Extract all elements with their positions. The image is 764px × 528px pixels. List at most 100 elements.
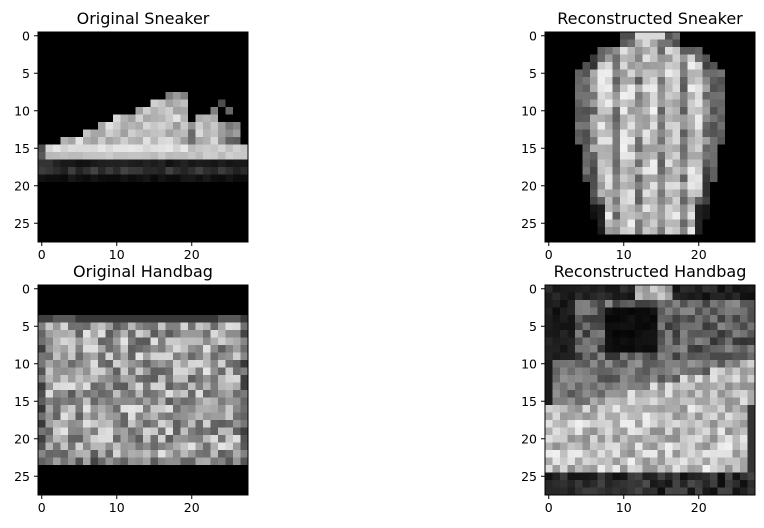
heatmap-cell bbox=[53, 352, 61, 361]
heatmap-cell bbox=[45, 182, 54, 190]
heatmap-cell bbox=[725, 152, 733, 160]
heatmap-cell bbox=[710, 114, 718, 123]
heatmap-cell bbox=[582, 84, 591, 93]
heatmap-cell bbox=[567, 405, 576, 413]
heatmap-cell bbox=[597, 69, 606, 78]
heatmap-cell bbox=[120, 189, 129, 198]
heatmap-cell bbox=[195, 322, 204, 331]
heatmap-cell bbox=[165, 345, 174, 353]
heatmap-cell bbox=[582, 457, 591, 466]
heatmap-cell bbox=[725, 352, 733, 361]
heatmap-cell bbox=[180, 487, 189, 496]
heatmap-cell bbox=[195, 152, 204, 160]
heatmap-cell bbox=[747, 234, 756, 243]
heatmap-cell bbox=[560, 337, 568, 346]
heatmap-cell bbox=[717, 47, 726, 55]
heatmap-cell bbox=[680, 480, 688, 488]
heatmap-cell bbox=[635, 182, 643, 190]
heatmap-cell bbox=[150, 234, 159, 243]
heatmap-cell bbox=[203, 182, 211, 190]
heatmap-cell bbox=[240, 427, 249, 436]
heatmap-cell bbox=[90, 337, 99, 346]
heatmap-cell bbox=[702, 487, 711, 496]
heatmap-cell bbox=[173, 315, 181, 323]
heatmap-cell bbox=[657, 390, 666, 398]
heatmap-cell bbox=[90, 62, 99, 70]
heatmap-cell bbox=[143, 114, 151, 123]
heatmap-cell bbox=[575, 337, 583, 346]
heatmap-cell bbox=[627, 345, 636, 353]
heatmap-cell bbox=[657, 435, 666, 443]
y-tick-label: 15 bbox=[14, 394, 30, 409]
heatmap-cell bbox=[642, 442, 651, 451]
heatmap-cell bbox=[605, 405, 613, 413]
heatmap-cell bbox=[113, 412, 121, 421]
heatmap-cell bbox=[725, 189, 733, 198]
heatmap-cell bbox=[605, 420, 613, 428]
heatmap-cell bbox=[68, 397, 76, 406]
heatmap-cell bbox=[188, 122, 196, 130]
heatmap-cell bbox=[210, 99, 219, 108]
heatmap-cell bbox=[225, 375, 234, 383]
heatmap-cell bbox=[195, 315, 204, 323]
heatmap-cell bbox=[612, 62, 621, 70]
heatmap-cell bbox=[143, 352, 151, 361]
heatmap-cell bbox=[158, 99, 166, 108]
heatmap-cell bbox=[150, 397, 159, 406]
heatmap-cell bbox=[717, 375, 726, 383]
heatmap-cell bbox=[120, 167, 129, 175]
heatmap-cell bbox=[188, 322, 196, 331]
heatmap-cell bbox=[687, 189, 696, 198]
heatmap-cell bbox=[582, 212, 591, 220]
panel-title: Original Handbag bbox=[73, 262, 213, 281]
heatmap-cell bbox=[627, 159, 636, 168]
heatmap-cell bbox=[740, 99, 748, 108]
heatmap-cell bbox=[128, 405, 136, 413]
heatmap-cell bbox=[68, 182, 76, 190]
heatmap-cell bbox=[233, 412, 241, 421]
heatmap-cell bbox=[135, 420, 144, 428]
heatmap-cell bbox=[180, 480, 189, 488]
heatmap-cell bbox=[75, 159, 84, 168]
heatmap-cell bbox=[240, 144, 249, 153]
heatmap-cell bbox=[135, 197, 144, 205]
heatmap-cell bbox=[687, 450, 696, 458]
heatmap-cell bbox=[68, 442, 76, 451]
heatmap-cell bbox=[650, 322, 658, 331]
heatmap-cell bbox=[612, 345, 621, 353]
heatmap-cell bbox=[702, 159, 711, 168]
y-tick-label: 5 bbox=[529, 66, 537, 81]
heatmap-cell bbox=[552, 442, 561, 451]
heatmap-cell bbox=[687, 77, 696, 85]
heatmap-cell bbox=[240, 330, 249, 338]
heatmap-cell bbox=[635, 367, 643, 376]
heatmap-cell bbox=[83, 465, 91, 473]
heatmap-cell bbox=[233, 435, 241, 443]
heatmap-cell bbox=[695, 107, 703, 115]
heatmap-cell bbox=[597, 442, 606, 451]
heatmap-cell bbox=[672, 412, 681, 421]
heatmap-cell bbox=[173, 234, 181, 243]
heatmap-cell bbox=[725, 227, 733, 235]
heatmap-cell bbox=[218, 330, 226, 338]
heatmap-cell bbox=[582, 39, 591, 48]
heatmap-cell bbox=[620, 114, 628, 123]
heatmap-cell bbox=[225, 144, 234, 153]
heatmap-cell bbox=[68, 227, 76, 235]
heatmap-cell bbox=[225, 39, 234, 48]
heatmap-cell bbox=[128, 300, 136, 308]
heatmap-cell bbox=[567, 99, 576, 108]
heatmap-cell bbox=[590, 137, 598, 145]
heatmap-cell bbox=[672, 197, 681, 205]
heatmap-cell bbox=[740, 285, 748, 293]
heatmap-cell bbox=[680, 420, 688, 428]
heatmap-cell bbox=[240, 92, 249, 100]
heatmap-cell bbox=[657, 144, 666, 153]
heatmap-cell bbox=[545, 152, 553, 160]
heatmap-cell bbox=[627, 337, 636, 346]
heatmap-cell bbox=[672, 345, 681, 353]
heatmap-cell bbox=[620, 315, 628, 323]
heatmap-cell bbox=[635, 300, 643, 308]
heatmap-cell bbox=[710, 352, 718, 361]
heatmap-cell bbox=[240, 435, 249, 443]
